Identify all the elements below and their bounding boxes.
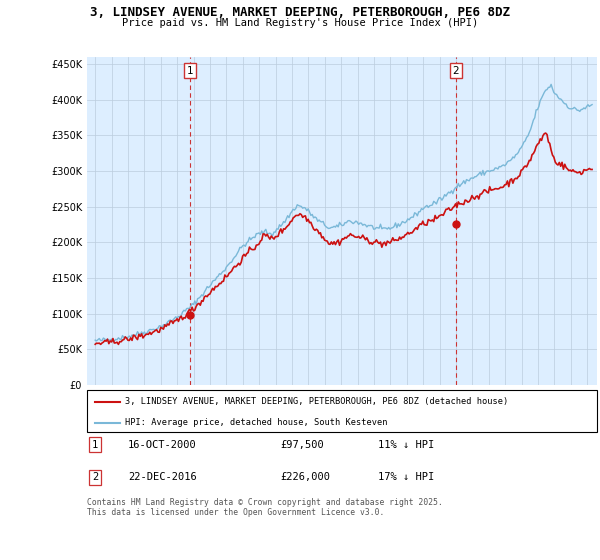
Text: 2: 2 bbox=[92, 472, 98, 482]
Text: 11% ↓ HPI: 11% ↓ HPI bbox=[378, 440, 434, 450]
Text: 16-OCT-2000: 16-OCT-2000 bbox=[128, 440, 197, 450]
Text: 3, LINDSEY AVENUE, MARKET DEEPING, PETERBOROUGH, PE6 8DZ (detached house): 3, LINDSEY AVENUE, MARKET DEEPING, PETER… bbox=[125, 397, 509, 406]
Text: 3, LINDSEY AVENUE, MARKET DEEPING, PETERBOROUGH, PE6 8DZ: 3, LINDSEY AVENUE, MARKET DEEPING, PETER… bbox=[90, 6, 510, 18]
FancyBboxPatch shape bbox=[87, 390, 597, 432]
Text: Contains HM Land Registry data © Crown copyright and database right 2025.
This d: Contains HM Land Registry data © Crown c… bbox=[87, 498, 443, 517]
Text: HPI: Average price, detached house, South Kesteven: HPI: Average price, detached house, Sout… bbox=[125, 418, 388, 427]
Text: 22-DEC-2016: 22-DEC-2016 bbox=[128, 472, 197, 482]
Text: £97,500: £97,500 bbox=[281, 440, 325, 450]
Text: Price paid vs. HM Land Registry's House Price Index (HPI): Price paid vs. HM Land Registry's House … bbox=[122, 18, 478, 28]
Text: 1: 1 bbox=[92, 440, 98, 450]
Text: £226,000: £226,000 bbox=[281, 472, 331, 482]
Text: 1: 1 bbox=[187, 66, 193, 76]
Text: 17% ↓ HPI: 17% ↓ HPI bbox=[378, 472, 434, 482]
Text: 2: 2 bbox=[452, 66, 459, 76]
